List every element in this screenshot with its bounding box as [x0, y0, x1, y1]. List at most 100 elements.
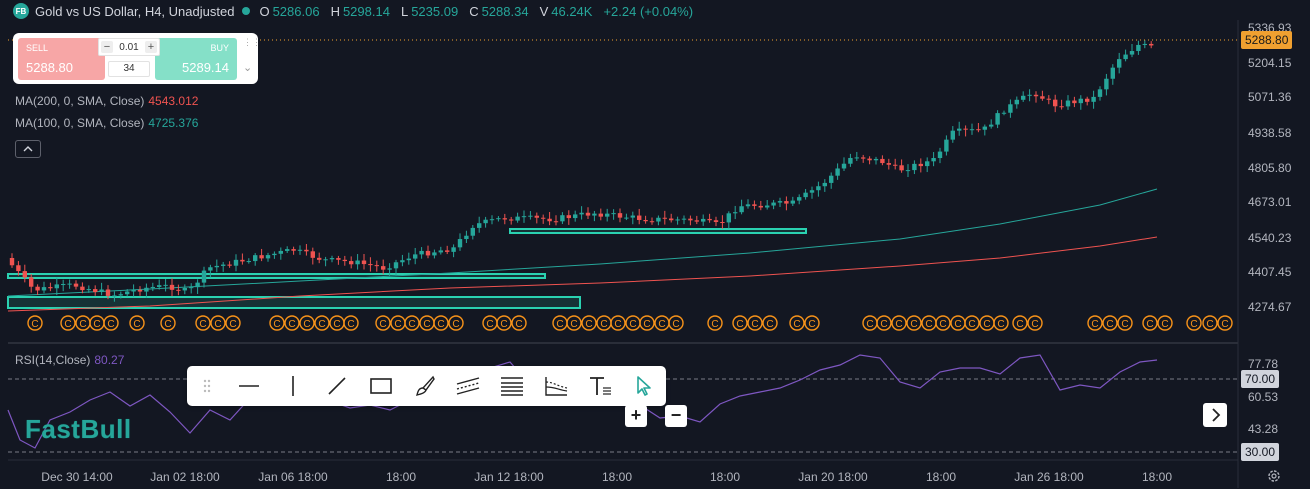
event-marker-letter: C [64, 319, 71, 330]
drag-handle-icon[interactable]: ⋮⋮ [243, 37, 261, 47]
pointer-tool-icon[interactable] [622, 366, 666, 406]
candle-body [201, 270, 207, 283]
event-marker-letter: C [939, 319, 946, 330]
candle-body [1040, 96, 1045, 99]
event-marker-icon [160, 315, 176, 331]
close-label: C [469, 3, 479, 19]
candle-body [176, 289, 181, 291]
lot-decrease-button[interactable]: − [101, 41, 113, 53]
horizontal-line-tool-icon[interactable] [227, 366, 271, 406]
text-tool-icon[interactable] [578, 366, 622, 406]
zoom-in-button[interactable]: + [625, 405, 647, 427]
candle-body [393, 262, 399, 269]
event-marker-letter: C [866, 319, 873, 330]
trend-line-tool-icon[interactable] [315, 366, 359, 406]
sell-label: SELL [26, 43, 49, 53]
candle-body [957, 128, 962, 131]
candle-body [1110, 67, 1115, 79]
event-marker-letter: C [614, 319, 621, 330]
candle-body [67, 283, 72, 285]
low-label: L [400, 3, 409, 19]
candle-body [720, 222, 725, 224]
ma100-legend[interactable]: MA(100, 0, SMA, Close) 4725.376 [15, 116, 198, 130]
event-marker-icon [732, 315, 748, 331]
candle-body [649, 221, 655, 223]
candle-body [54, 284, 59, 289]
rsi-legend[interactable]: RSI(14,Close) 80.27 [15, 353, 124, 367]
event-marker-icon [891, 315, 907, 331]
candle-body [963, 128, 968, 130]
event-marker-letter: C [107, 319, 114, 330]
event-marker-letter: C [766, 319, 773, 330]
event-marker-icon [511, 315, 527, 331]
event-marker-icon [1142, 315, 1158, 331]
event-marker-letter: C [273, 319, 280, 330]
event-marker-letter: C [214, 319, 221, 330]
open-label: O [259, 3, 270, 19]
volume-field[interactable]: 34 [108, 61, 150, 77]
event-marker-letter: C [486, 319, 493, 330]
candle-body [1097, 89, 1103, 97]
lot-increase-button[interactable]: + [145, 41, 157, 53]
candle-body [329, 258, 335, 260]
candle-body [944, 139, 949, 152]
candle-body [144, 287, 149, 292]
candle-body [1033, 94, 1039, 97]
buy-label: BUY [210, 43, 229, 53]
candle-body [797, 197, 802, 201]
symbol-title[interactable]: Gold vs US Dollar, H4, Unadjusted [35, 3, 235, 19]
candle-body [848, 157, 853, 164]
candle-body [861, 157, 866, 159]
brush-tool-icon[interactable] [403, 366, 447, 406]
rsi-tick-label: 77.78 [1248, 357, 1278, 371]
toolbar-drag-handle-icon[interactable] [187, 366, 227, 406]
event-marker-letter: C [164, 319, 171, 330]
candle-body [1065, 100, 1071, 107]
time-tick-label: Dec 30 14:00 [41, 470, 113, 484]
event-marker-icon [964, 315, 980, 331]
ma200-legend[interactable]: MA(200, 0, SMA, Close) 4543.012 [15, 94, 198, 108]
event-marker-letter: C [643, 319, 650, 330]
candle-body [112, 295, 117, 297]
candle-body [457, 239, 463, 248]
collapse-indicators-button[interactable] [15, 140, 41, 158]
event-marker-letter: C [394, 319, 401, 330]
event-marker-icon [314, 315, 330, 331]
event-marker-letter: C [1121, 319, 1128, 330]
rectangle-tool-icon[interactable] [359, 366, 403, 406]
candle-body [41, 287, 47, 291]
event-marker-letter: C [500, 319, 507, 330]
zoom-out-button[interactable]: − [665, 405, 687, 427]
ma100-value: 4725.376 [148, 116, 199, 130]
fibonacci-tool-icon[interactable] [490, 366, 534, 406]
lot-stepper[interactable]: − 0.01 + [98, 38, 160, 56]
lot-value[interactable]: 0.01 [119, 41, 139, 53]
change-value: +2.24 (+0.04%) [603, 3, 694, 19]
candle-body [105, 289, 111, 296]
sell-button[interactable]: SELL 5288.80 [18, 38, 105, 80]
candle-body [278, 250, 283, 254]
trade-panel: SELL 5288.80 BUY 5289.14 − 0.01 + 34 ⋮⋮ … [13, 33, 261, 84]
event-marker-letter: C [199, 319, 206, 330]
candle-body [1104, 78, 1109, 90]
settings-gear-icon[interactable] [1266, 468, 1282, 484]
buy-button[interactable]: BUY 5289.14 [155, 38, 237, 80]
parallel-channel-tool-icon[interactable] [446, 366, 490, 406]
chevron-down-icon[interactable]: ⌄ [243, 62, 253, 74]
candle-body [387, 268, 392, 270]
candle-body [438, 250, 443, 253]
candle-body [489, 219, 495, 221]
event-marker-icon [668, 315, 684, 331]
event-marker-icon [1102, 315, 1118, 331]
time-tick-label: 18:00 [710, 470, 740, 484]
event-marker-letter: C [288, 319, 295, 330]
candle-body [48, 287, 53, 289]
price-tick-label: 4540.23 [1248, 231, 1292, 245]
event-marker-icon [375, 315, 391, 331]
candle-body [771, 202, 776, 206]
candle-body [99, 289, 104, 293]
open-value: 5286.06 [272, 3, 320, 19]
scroll-right-button[interactable] [1203, 403, 1227, 427]
vertical-line-tool-icon[interactable] [271, 366, 315, 406]
gann-fan-tool-icon[interactable] [534, 366, 578, 406]
